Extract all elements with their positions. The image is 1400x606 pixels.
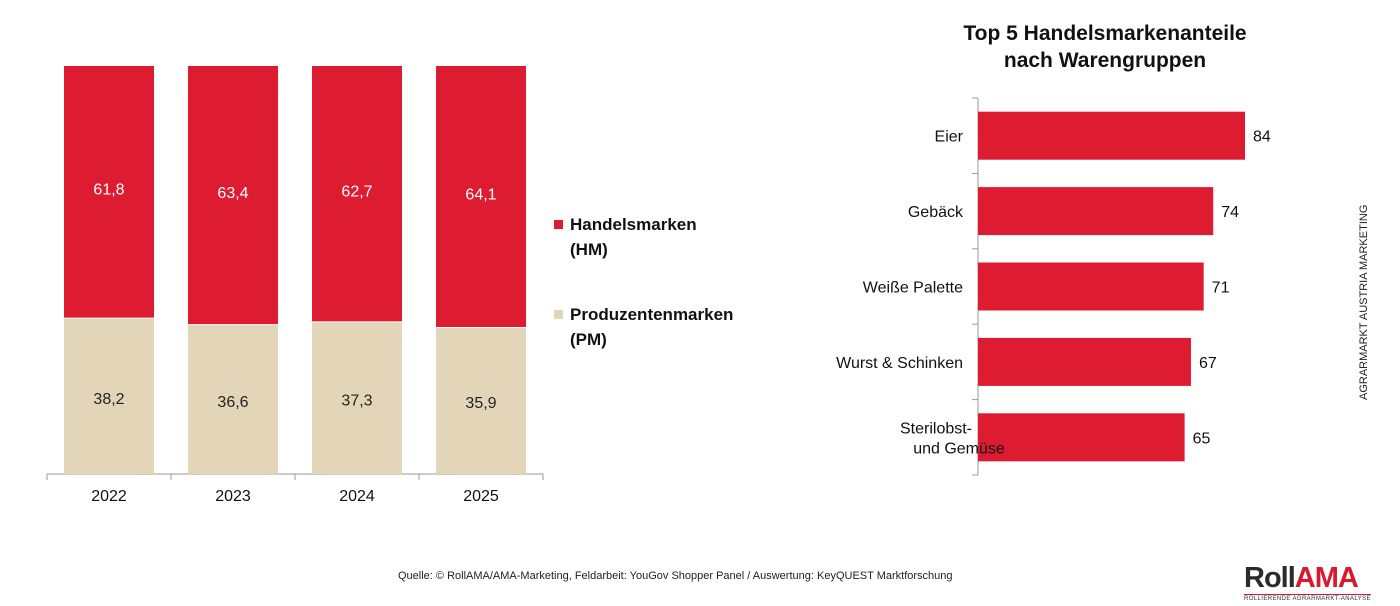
bar-hm-2025 xyxy=(436,66,526,328)
data-label-3: 71 xyxy=(1212,280,1230,297)
bar-pm-2023 xyxy=(188,324,278,474)
bar-1 xyxy=(978,111,1245,160)
category-label-5: Sterilobst-und Gemüse xyxy=(900,420,1005,457)
rollama-logo: RollAMA ROLLIERENDE AGRARMARKT-ANALYSE xyxy=(1244,563,1371,602)
bar-hm-2024 xyxy=(312,66,402,322)
x-tick-label-2023: 2023 xyxy=(215,488,251,505)
bar-pm-2022 xyxy=(64,318,154,474)
data-label-hm-2024: 62,7 xyxy=(341,183,372,200)
data-label-pm-2022: 38,2 xyxy=(93,391,124,408)
logo-text-ama: AMA xyxy=(1294,562,1359,594)
x-tick-label-2024: 2024 xyxy=(339,488,375,505)
data-label-5: 65 xyxy=(1193,430,1211,447)
legend-label-pm: Produzentenmarken xyxy=(570,305,734,324)
legend-label-hm-abbr: (HM) xyxy=(570,240,608,259)
chart-legend: Handelsmarken (HM) Produzentenmarken (PM… xyxy=(552,212,792,392)
category-label-2: Gebäck xyxy=(908,204,964,221)
source-note: Quelle: © RollAMA/AMA-Marketing, Feldarb… xyxy=(398,570,953,582)
logo-subtitle: ROLLIERENDE AGRARMARKT-ANALYSE xyxy=(1244,594,1371,602)
logo-text-roll: Roll xyxy=(1244,562,1296,594)
x-tick-label-2022: 2022 xyxy=(91,488,127,505)
legend-item-hm: Handelsmarken (HM) xyxy=(552,212,792,262)
data-label-2: 74 xyxy=(1221,204,1239,221)
bar-3 xyxy=(978,262,1204,311)
data-label-pm-2024: 37,3 xyxy=(341,393,372,410)
category-label-3: Weiße Palette xyxy=(863,280,963,297)
data-label-hm-2025: 64,1 xyxy=(465,186,496,203)
category-label-4: Wurst & Schinken xyxy=(836,355,963,372)
stacked-share-chart: 61,8 38,2 2022 63,4 36,6 2023 62,7 37,3 2024 64,1… xyxy=(46,66,544,505)
bar-pm-2024 xyxy=(312,321,402,474)
bar-2 xyxy=(978,187,1214,236)
legend-label-pm-abbr: (PM) xyxy=(570,330,607,349)
bar-4 xyxy=(978,337,1191,386)
bar-5 xyxy=(978,413,1185,462)
legend-item-pm: Produzentenmarken (PM) xyxy=(552,302,792,352)
bar-hm-2022 xyxy=(64,66,154,319)
legend-swatch-pm xyxy=(554,310,563,319)
chart-title: Top 5 Handelsmarkenanteile nach Warengru… xyxy=(900,20,1310,74)
bar-pm-2025 xyxy=(436,327,526,474)
data-label-pm-2025: 35,9 xyxy=(465,395,496,412)
data-label-hm-2022: 61,8 xyxy=(93,182,124,199)
legend-swatch-hm xyxy=(554,220,563,229)
top5-bar-chart: 84 Eier 74 Gebäck 71 Weiße Palette 67 Wurst & S… xyxy=(836,97,1271,476)
data-label-pm-2023: 36,6 xyxy=(217,394,248,411)
bar-hm-2023 xyxy=(188,66,278,325)
x-tick-label-2025: 2025 xyxy=(463,488,499,505)
chart-title-line2: nach Warengruppen xyxy=(1003,49,1207,72)
data-label-4: 67 xyxy=(1199,355,1217,372)
side-label: AGRARMARKT AUSTRIA MARKETING xyxy=(1358,204,1370,400)
category-label-1: Eier xyxy=(935,129,964,146)
data-label-hm-2023: 63,4 xyxy=(217,185,248,202)
data-label-1: 84 xyxy=(1253,129,1271,146)
legend-label-hm: Handelsmarken xyxy=(570,215,697,234)
chart-title-line1: Top 5 Handelsmarkenanteile xyxy=(963,22,1247,45)
